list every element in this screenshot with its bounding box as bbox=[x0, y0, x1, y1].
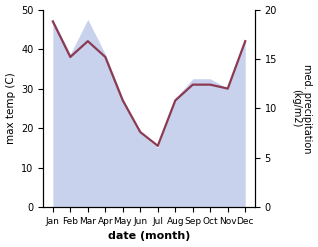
X-axis label: date (month): date (month) bbox=[108, 231, 190, 242]
Y-axis label: med. precipitation
(kg/m2): med. precipitation (kg/m2) bbox=[291, 64, 313, 153]
Y-axis label: max temp (C): max temp (C) bbox=[5, 72, 16, 144]
